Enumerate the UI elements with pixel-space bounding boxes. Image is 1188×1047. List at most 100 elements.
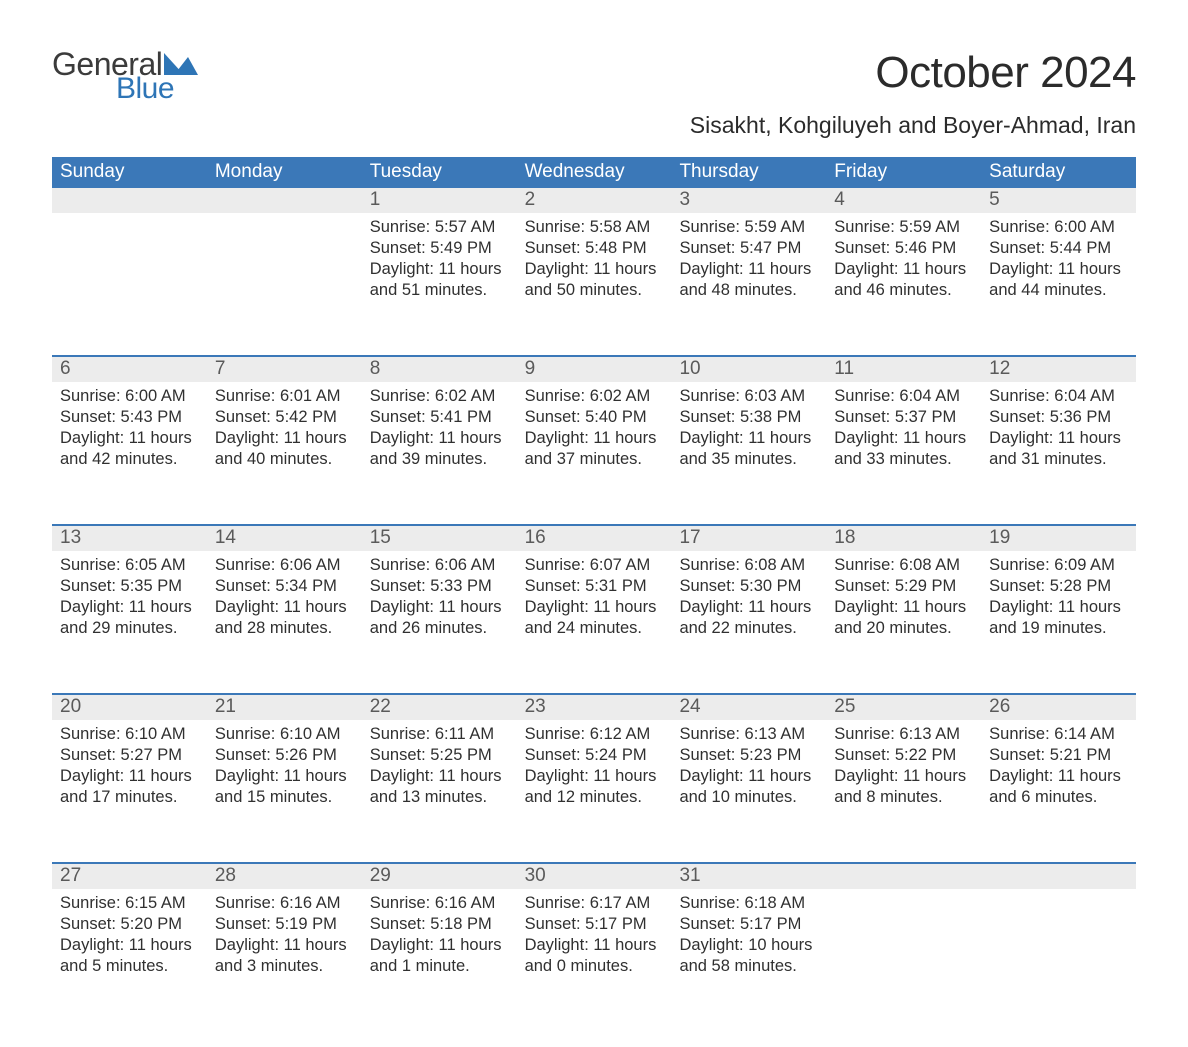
daylight-label-1: Daylight: 11 hours bbox=[989, 428, 1128, 449]
daylight-label-1: Daylight: 11 hours bbox=[679, 597, 818, 618]
day-cell: Sunrise: 6:00 AMSunset: 5:44 PMDaylight:… bbox=[981, 213, 1136, 331]
day-cell: Sunrise: 6:01 AMSunset: 5:42 PMDaylight:… bbox=[207, 382, 362, 500]
day-body: Sunrise: 6:07 AMSunset: 5:31 PMDaylight:… bbox=[517, 551, 672, 639]
day-number: 12 bbox=[981, 357, 1136, 382]
daylight-label-1: Daylight: 11 hours bbox=[60, 428, 199, 449]
sunset-label: Sunset: 5:48 PM bbox=[525, 238, 664, 259]
day-cell: Sunrise: 6:08 AMSunset: 5:29 PMDaylight:… bbox=[826, 551, 981, 669]
daylight-label-2: and 42 minutes. bbox=[60, 449, 199, 470]
sunrise-label: Sunrise: 6:00 AM bbox=[60, 386, 199, 407]
day-body bbox=[981, 889, 1136, 893]
day-number: 13 bbox=[52, 526, 207, 551]
week: 6789101112Sunrise: 6:00 AMSunset: 5:43 P… bbox=[52, 355, 1136, 500]
day-number: 30 bbox=[517, 864, 672, 889]
daylight-label-2: and 29 minutes. bbox=[60, 618, 199, 639]
dow-saturday: Saturday bbox=[981, 157, 1136, 188]
daylight-label-1: Daylight: 11 hours bbox=[370, 597, 509, 618]
day-body: Sunrise: 6:04 AMSunset: 5:37 PMDaylight:… bbox=[826, 382, 981, 470]
daylight-label-1: Daylight: 11 hours bbox=[370, 935, 509, 956]
day-cell: Sunrise: 6:05 AMSunset: 5:35 PMDaylight:… bbox=[52, 551, 207, 669]
daylight-label-1: Daylight: 10 hours bbox=[679, 935, 818, 956]
day-body: Sunrise: 6:02 AMSunset: 5:41 PMDaylight:… bbox=[362, 382, 517, 470]
day-cell: Sunrise: 5:59 AMSunset: 5:46 PMDaylight:… bbox=[826, 213, 981, 331]
day-number: 2 bbox=[517, 188, 672, 213]
daylight-label-1: Daylight: 11 hours bbox=[370, 766, 509, 787]
sunset-label: Sunset: 5:49 PM bbox=[370, 238, 509, 259]
day-cell: Sunrise: 5:59 AMSunset: 5:47 PMDaylight:… bbox=[671, 213, 826, 331]
day-cell: Sunrise: 6:11 AMSunset: 5:25 PMDaylight:… bbox=[362, 720, 517, 838]
sunrise-label: Sunrise: 6:01 AM bbox=[215, 386, 354, 407]
daylight-label-1: Daylight: 11 hours bbox=[215, 428, 354, 449]
day-body: Sunrise: 6:06 AMSunset: 5:34 PMDaylight:… bbox=[207, 551, 362, 639]
day-body: Sunrise: 6:03 AMSunset: 5:38 PMDaylight:… bbox=[671, 382, 826, 470]
daylight-label-1: Daylight: 11 hours bbox=[215, 935, 354, 956]
week: 12345Sunrise: 5:57 AMSunset: 5:49 PMDayl… bbox=[52, 188, 1136, 331]
day-cell: Sunrise: 6:08 AMSunset: 5:30 PMDaylight:… bbox=[671, 551, 826, 669]
sunrise-label: Sunrise: 5:58 AM bbox=[525, 217, 664, 238]
day-cell: Sunrise: 6:07 AMSunset: 5:31 PMDaylight:… bbox=[517, 551, 672, 669]
day-cell: Sunrise: 6:18 AMSunset: 5:17 PMDaylight:… bbox=[671, 889, 826, 1007]
day-number bbox=[981, 864, 1136, 889]
sunset-label: Sunset: 5:28 PM bbox=[989, 576, 1128, 597]
day-body: Sunrise: 6:13 AMSunset: 5:23 PMDaylight:… bbox=[671, 720, 826, 808]
daylight-label-1: Daylight: 11 hours bbox=[215, 597, 354, 618]
week-body-row: Sunrise: 6:15 AMSunset: 5:20 PMDaylight:… bbox=[52, 889, 1136, 1007]
sunrise-label: Sunrise: 6:08 AM bbox=[679, 555, 818, 576]
sunset-label: Sunset: 5:25 PM bbox=[370, 745, 509, 766]
sunrise-label: Sunrise: 6:06 AM bbox=[370, 555, 509, 576]
day-cell: Sunrise: 6:16 AMSunset: 5:18 PMDaylight:… bbox=[362, 889, 517, 1007]
daylight-label-1: Daylight: 11 hours bbox=[525, 597, 664, 618]
daylight-label-1: Daylight: 11 hours bbox=[525, 935, 664, 956]
daylight-label-2: and 1 minute. bbox=[370, 956, 509, 977]
sunset-label: Sunset: 5:17 PM bbox=[679, 914, 818, 935]
daylight-label-2: and 24 minutes. bbox=[525, 618, 664, 639]
day-cell: Sunrise: 6:17 AMSunset: 5:17 PMDaylight:… bbox=[517, 889, 672, 1007]
daynum-row: 20212223242526 bbox=[52, 695, 1136, 720]
day-cell: Sunrise: 6:04 AMSunset: 5:37 PMDaylight:… bbox=[826, 382, 981, 500]
sunrise-label: Sunrise: 6:05 AM bbox=[60, 555, 199, 576]
daylight-label-2: and 31 minutes. bbox=[989, 449, 1128, 470]
daylight-label-1: Daylight: 11 hours bbox=[60, 766, 199, 787]
sunset-label: Sunset: 5:20 PM bbox=[60, 914, 199, 935]
sunset-label: Sunset: 5:18 PM bbox=[370, 914, 509, 935]
day-number: 14 bbox=[207, 526, 362, 551]
day-cell bbox=[207, 213, 362, 331]
daylight-label-1: Daylight: 11 hours bbox=[989, 766, 1128, 787]
brand-line2: Blue bbox=[116, 74, 198, 104]
daylight-label-2: and 33 minutes. bbox=[834, 449, 973, 470]
day-body: Sunrise: 6:10 AMSunset: 5:27 PMDaylight:… bbox=[52, 720, 207, 808]
day-number: 25 bbox=[826, 695, 981, 720]
day-number: 5 bbox=[981, 188, 1136, 213]
day-number: 18 bbox=[826, 526, 981, 551]
sunrise-label: Sunrise: 6:10 AM bbox=[60, 724, 199, 745]
day-number: 3 bbox=[671, 188, 826, 213]
dow-friday: Friday bbox=[826, 157, 981, 188]
daylight-label-1: Daylight: 11 hours bbox=[834, 428, 973, 449]
day-number: 29 bbox=[362, 864, 517, 889]
sunrise-label: Sunrise: 5:59 AM bbox=[679, 217, 818, 238]
day-body: Sunrise: 6:14 AMSunset: 5:21 PMDaylight:… bbox=[981, 720, 1136, 808]
sunset-label: Sunset: 5:40 PM bbox=[525, 407, 664, 428]
sunrise-label: Sunrise: 6:16 AM bbox=[215, 893, 354, 914]
sunrise-label: Sunrise: 6:13 AM bbox=[834, 724, 973, 745]
title-block: October 2024 Sisakht, Kohgiluyeh and Boy… bbox=[690, 48, 1136, 139]
sunset-label: Sunset: 5:35 PM bbox=[60, 576, 199, 597]
day-number: 15 bbox=[362, 526, 517, 551]
day-number: 26 bbox=[981, 695, 1136, 720]
day-body: Sunrise: 5:57 AMSunset: 5:49 PMDaylight:… bbox=[362, 213, 517, 301]
day-cell: Sunrise: 6:06 AMSunset: 5:34 PMDaylight:… bbox=[207, 551, 362, 669]
daylight-label-2: and 19 minutes. bbox=[989, 618, 1128, 639]
sunrise-label: Sunrise: 6:06 AM bbox=[215, 555, 354, 576]
page: General Blue October 2024 Sisakht, Kohgi… bbox=[0, 0, 1188, 1047]
day-cell bbox=[826, 889, 981, 1007]
sunset-label: Sunset: 5:37 PM bbox=[834, 407, 973, 428]
day-cell: Sunrise: 6:10 AMSunset: 5:27 PMDaylight:… bbox=[52, 720, 207, 838]
daylight-label-2: and 37 minutes. bbox=[525, 449, 664, 470]
day-cell: Sunrise: 5:57 AMSunset: 5:49 PMDaylight:… bbox=[362, 213, 517, 331]
daynum-row: 2728293031 bbox=[52, 864, 1136, 889]
sunset-label: Sunset: 5:27 PM bbox=[60, 745, 199, 766]
day-number: 16 bbox=[517, 526, 672, 551]
sunset-label: Sunset: 5:47 PM bbox=[679, 238, 818, 259]
daylight-label-2: and 6 minutes. bbox=[989, 787, 1128, 808]
day-body: Sunrise: 5:59 AMSunset: 5:47 PMDaylight:… bbox=[671, 213, 826, 301]
